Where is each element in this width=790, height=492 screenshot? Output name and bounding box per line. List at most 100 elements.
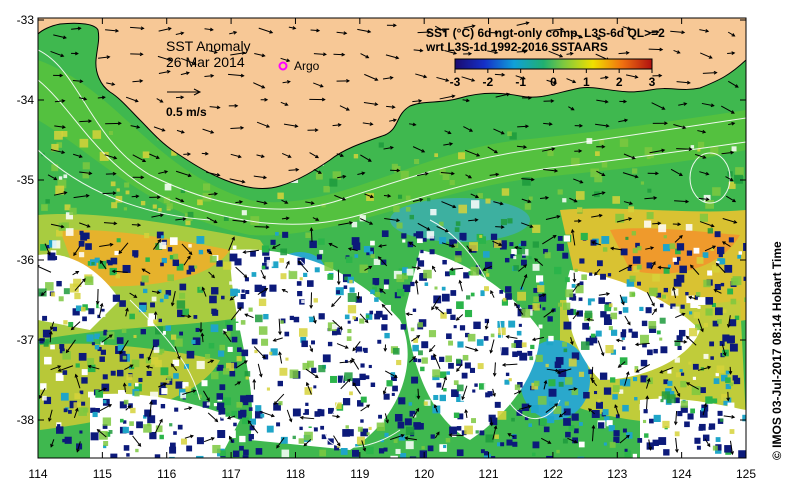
arrowhead-icon xyxy=(432,265,436,270)
current-vector xyxy=(502,363,518,366)
sst-pixel xyxy=(449,269,456,276)
sst-pixel xyxy=(632,248,638,254)
arrowhead-icon xyxy=(606,292,611,296)
arrowhead-icon xyxy=(287,154,292,158)
current-vector xyxy=(415,280,419,295)
sst-pixel xyxy=(164,294,169,299)
sst-pixel xyxy=(40,244,47,251)
sst-pixel xyxy=(319,249,324,254)
arrowhead-icon xyxy=(177,355,181,360)
sst-pixel xyxy=(612,394,618,400)
sst-pixel xyxy=(693,247,700,254)
sst-pixel xyxy=(307,427,314,435)
arrowhead-icon xyxy=(101,95,106,100)
current-vector xyxy=(714,289,722,294)
sst-pixel xyxy=(567,308,574,316)
sst-pixel xyxy=(337,327,341,331)
sst-pixel xyxy=(518,323,522,327)
arrowhead-icon xyxy=(369,221,374,225)
y-tick-label: -35 xyxy=(17,173,35,187)
sst-pixel xyxy=(409,456,417,458)
sst-pixel xyxy=(615,213,625,223)
sst-pixel xyxy=(705,308,713,316)
sst-pixel xyxy=(391,392,395,396)
sst-pixel xyxy=(497,333,503,338)
sst-pixel xyxy=(160,403,166,409)
sst-pixel xyxy=(229,253,238,262)
sst-pixel xyxy=(204,353,211,360)
arrowhead-icon xyxy=(598,213,603,218)
current-vector xyxy=(256,121,270,128)
current-vector xyxy=(73,195,89,199)
arrowhead-icon xyxy=(82,278,86,282)
sst-pixel xyxy=(142,151,150,159)
sst-pixel xyxy=(680,372,685,376)
current-vector xyxy=(130,125,140,128)
arrowhead-icon xyxy=(634,174,639,179)
sst-pixel xyxy=(642,419,647,424)
sst-pixel xyxy=(156,231,164,239)
sst-pixel xyxy=(198,249,204,255)
sst-pixel xyxy=(464,425,473,435)
sst-pixel xyxy=(334,327,342,335)
arrowhead-icon xyxy=(631,155,636,160)
sst-pixel xyxy=(729,429,735,434)
sst-pixel xyxy=(446,308,452,314)
arrowhead-icon xyxy=(321,97,326,102)
sst-pixel xyxy=(478,236,487,244)
sst-pixel xyxy=(490,333,495,338)
arrowhead-icon xyxy=(652,261,656,266)
sst-pixel xyxy=(703,322,709,328)
current-vector xyxy=(485,319,489,329)
arrowhead-icon xyxy=(552,235,557,239)
current-vector xyxy=(432,266,437,273)
sst-pixel xyxy=(597,399,601,403)
sst-pixel xyxy=(599,372,608,380)
current-vector xyxy=(466,245,472,252)
sst-pixel xyxy=(427,445,434,452)
sst-pixel xyxy=(228,430,236,438)
arrowhead-icon xyxy=(141,268,146,272)
arrowhead-icon xyxy=(393,374,398,378)
sst-pixel xyxy=(378,448,385,454)
current-vector xyxy=(244,313,254,319)
current-vector xyxy=(229,31,237,35)
arrowhead-icon xyxy=(702,155,707,159)
sst-pixel xyxy=(549,401,554,406)
sst-pixel xyxy=(440,322,445,327)
sst-pixel xyxy=(673,278,682,287)
current-vector xyxy=(131,224,141,226)
arrowhead-icon xyxy=(262,275,266,280)
arrowhead-icon xyxy=(286,260,290,265)
sst-pixel xyxy=(219,450,226,457)
sst-pixel xyxy=(38,288,47,297)
arrowhead-icon xyxy=(514,302,518,307)
sst-pixel xyxy=(373,258,380,266)
current-vector xyxy=(50,439,55,447)
sst-pixel xyxy=(216,393,224,400)
arrowhead-icon xyxy=(74,407,79,412)
arrowhead-icon xyxy=(266,124,271,128)
sst-pixel xyxy=(449,179,455,186)
current-vector xyxy=(58,365,74,372)
sst-pixel xyxy=(578,300,586,308)
arrowhead-icon xyxy=(264,97,269,102)
sst-pixel xyxy=(405,207,411,212)
sst-pixel xyxy=(557,189,563,195)
sst-pixel xyxy=(73,402,81,410)
sst-pixel xyxy=(64,204,71,211)
current-vector xyxy=(516,145,527,148)
sst-pixel xyxy=(480,290,487,297)
arrowhead-icon xyxy=(49,330,53,335)
current-vector xyxy=(699,221,714,227)
sst-pixel xyxy=(239,435,246,443)
current-vector xyxy=(651,102,665,110)
sst-pixel xyxy=(59,348,65,354)
sst-pixel xyxy=(528,423,532,427)
sst-pixel xyxy=(352,378,361,387)
sst-pixel xyxy=(62,351,71,360)
current-vector xyxy=(456,314,464,321)
sst-pixel xyxy=(332,171,342,180)
sst-pixel xyxy=(532,241,539,248)
sst-pixel xyxy=(226,362,235,371)
